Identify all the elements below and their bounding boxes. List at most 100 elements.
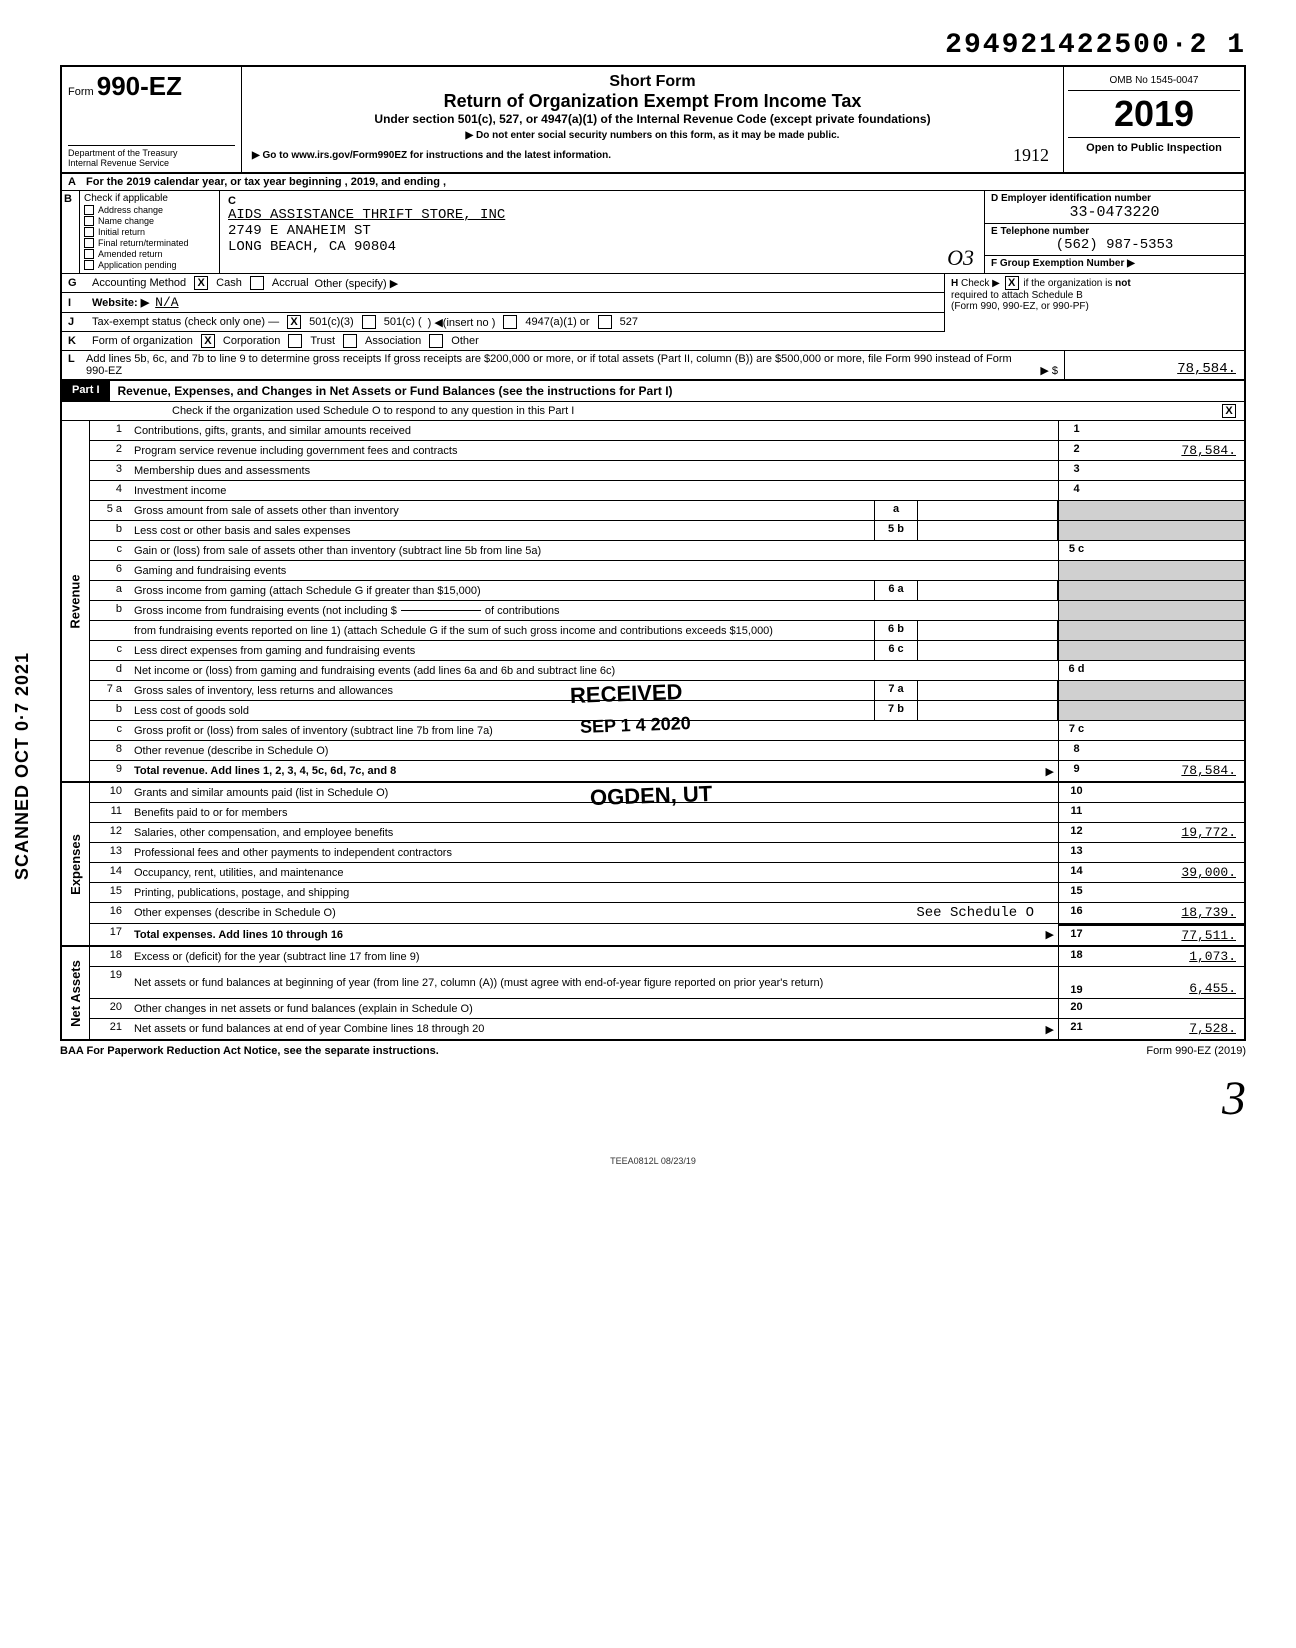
- handwritten-03: O3: [947, 245, 974, 271]
- row-a-label: A: [68, 176, 86, 188]
- row-h-label: H: [951, 278, 958, 289]
- row-a-text: For the 2019 calendar year, or tax year …: [86, 176, 1238, 188]
- form-number: 990-EZ: [97, 71, 182, 101]
- val-14: 39,000.: [1094, 863, 1244, 882]
- checkbox-corp[interactable]: X: [201, 334, 215, 348]
- h-check: Check ▶: [961, 278, 1000, 289]
- line-5b: Less cost or other basis and sales expen…: [130, 521, 874, 540]
- checkbox-trust[interactable]: [288, 334, 302, 348]
- checkbox-501c3[interactable]: X: [287, 315, 301, 329]
- checkbox-527[interactable]: [598, 315, 612, 329]
- org-name: AIDS ASSISTANCE THRIFT STORE, INC: [228, 207, 976, 223]
- row-j-label: J: [68, 316, 86, 328]
- opt-corp: Corporation: [223, 335, 280, 347]
- expenses-side-label: Expenses: [68, 834, 83, 895]
- c-label: C: [228, 195, 976, 207]
- row-l-label: L: [68, 353, 86, 377]
- form-subtitle: Under section 501(c), 527, or 4947(a)(1)…: [252, 112, 1053, 126]
- line-12: Salaries, other compensation, and employ…: [130, 823, 1058, 842]
- address-line-2: LONG BEACH, CA 90804: [228, 239, 976, 255]
- website-value: N/A: [155, 295, 178, 310]
- footer-left: BAA For Paperwork Reduction Act Notice, …: [60, 1045, 439, 1057]
- checkbox-other-org[interactable]: [429, 334, 443, 348]
- opt-address-change: Address change: [98, 205, 163, 215]
- goto-link: ▶ Go to www.irs.gov/Form990EZ for instru…: [252, 150, 611, 161]
- f-label: F Group Exemption Number ▶: [985, 256, 1244, 271]
- phone-value: (562) 987-5353: [991, 237, 1238, 253]
- h-not: not: [1115, 278, 1131, 289]
- row-g-label: G: [68, 277, 86, 289]
- checkbox-4947[interactable]: [503, 315, 517, 329]
- checkbox-amended[interactable]: [84, 249, 94, 259]
- opt-501c3: 501(c)(3): [309, 316, 354, 328]
- line-20: Other changes in net assets or fund bala…: [130, 999, 1058, 1018]
- line-18: Excess or (deficit) for the year (subtra…: [130, 947, 1058, 966]
- checkbox-initial-return[interactable]: [84, 227, 94, 237]
- val-19: 6,455.: [1094, 967, 1244, 998]
- document-number: 294921422500·2 1: [60, 30, 1246, 61]
- val-9: 78,584.: [1094, 761, 1244, 781]
- line-14: Occupancy, rent, utilities, and maintena…: [130, 863, 1058, 882]
- checkbox-h[interactable]: X: [1005, 276, 1019, 290]
- form-of-org-label: Form of organization: [92, 335, 193, 347]
- footer-right: Form 990-EZ (2019): [1146, 1045, 1246, 1057]
- line-13: Professional fees and other payments to …: [130, 843, 1058, 862]
- checkbox-name-change[interactable]: [84, 216, 94, 226]
- line-6b-pre: Gross income from fundraising events (no…: [134, 605, 397, 617]
- line-17: Total expenses. Add lines 10 through 16: [134, 929, 343, 941]
- form-header: Form 990-EZ Department of the Treasury I…: [60, 65, 1246, 174]
- checkbox-assoc[interactable]: [343, 334, 357, 348]
- other-label: Other (specify) ▶: [315, 277, 399, 290]
- line-7b: Less cost of goods sold: [130, 701, 874, 720]
- h-text4: required to attach Schedule B: [951, 290, 1083, 301]
- form-title: Return of Organization Exempt From Incom…: [252, 91, 1053, 112]
- row-k-label: K: [68, 335, 86, 347]
- val-17: 77,511.: [1094, 924, 1244, 945]
- checkbox-accrual[interactable]: [250, 276, 264, 290]
- h-text2: if the organization is: [1023, 278, 1115, 289]
- checkbox-501c[interactable]: [362, 315, 376, 329]
- part-1-label: Part I: [62, 381, 110, 401]
- opt-final-return: Final return/terminated: [98, 238, 189, 248]
- tax-exempt-label: Tax-exempt status (check only one) —: [92, 316, 279, 328]
- line-6b2: from fundraising events reported on line…: [130, 621, 874, 640]
- line-6d: Net income or (loss) from gaming and fun…: [130, 661, 1058, 680]
- handwritten-1912: 1912: [1013, 145, 1049, 166]
- checkbox-final-return[interactable]: [84, 238, 94, 248]
- check-if-applicable: Check if applicable: [84, 193, 215, 204]
- line-9: Total revenue. Add lines 1, 2, 3, 4, 5c,…: [134, 765, 396, 777]
- line-5a: Gross amount from sale of assets other t…: [130, 501, 874, 520]
- opt-app-pending: Application pending: [98, 260, 177, 270]
- net-assets-side-label: Net Assets: [68, 960, 83, 1027]
- opt-501c: 501(c) (: [384, 316, 422, 328]
- val-2: 78,584.: [1094, 441, 1244, 460]
- opt-initial-return: Initial return: [98, 227, 145, 237]
- opt-4947: 4947(a)(1) or: [525, 316, 589, 328]
- received-stamp: RECEIVED: [570, 679, 683, 709]
- h-text5: (Form 990, 990-EZ, or 990-PF): [951, 301, 1089, 312]
- line-4: Investment income: [130, 481, 1058, 500]
- short-form-label: Short Form: [252, 73, 1053, 91]
- line-6b-post: of contributions: [485, 605, 560, 617]
- row-l-text: Add lines 5b, 6c, and 7b to line 9 to de…: [86, 353, 1032, 377]
- see-schedule-o: See Schedule O: [916, 905, 1034, 921]
- date-stamp: SEP 1 4 2020: [580, 713, 691, 738]
- address-line-1: 2749 E ANAHEIM ST: [228, 223, 976, 239]
- part-1-title: Revenue, Expenses, and Changes in Net As…: [110, 381, 1244, 401]
- checkbox-app-pending[interactable]: [84, 260, 94, 270]
- val-16: 18,739.: [1094, 903, 1244, 923]
- row-b-label: B: [62, 191, 80, 273]
- checkbox-cash[interactable]: X: [194, 276, 208, 290]
- ssn-warning: ▶ Do not enter social security numbers o…: [252, 130, 1053, 141]
- line-6: Gaming and fundraising events: [130, 561, 1058, 580]
- gross-receipts-value: 78,584.: [1064, 351, 1244, 379]
- row-i-label: I: [68, 297, 86, 309]
- line-19: Net assets or fund balances at beginning…: [130, 967, 1058, 998]
- line-16: Other expenses (describe in Schedule O): [134, 907, 336, 919]
- val-18: 1,073.: [1094, 947, 1244, 966]
- ein-value: 33-0473220: [991, 204, 1238, 221]
- checkbox-address-change[interactable]: [84, 205, 94, 215]
- opt-trust: Trust: [310, 335, 335, 347]
- d-label: D Employer identification number: [991, 193, 1238, 204]
- checkbox-schedule-o[interactable]: X: [1222, 404, 1236, 418]
